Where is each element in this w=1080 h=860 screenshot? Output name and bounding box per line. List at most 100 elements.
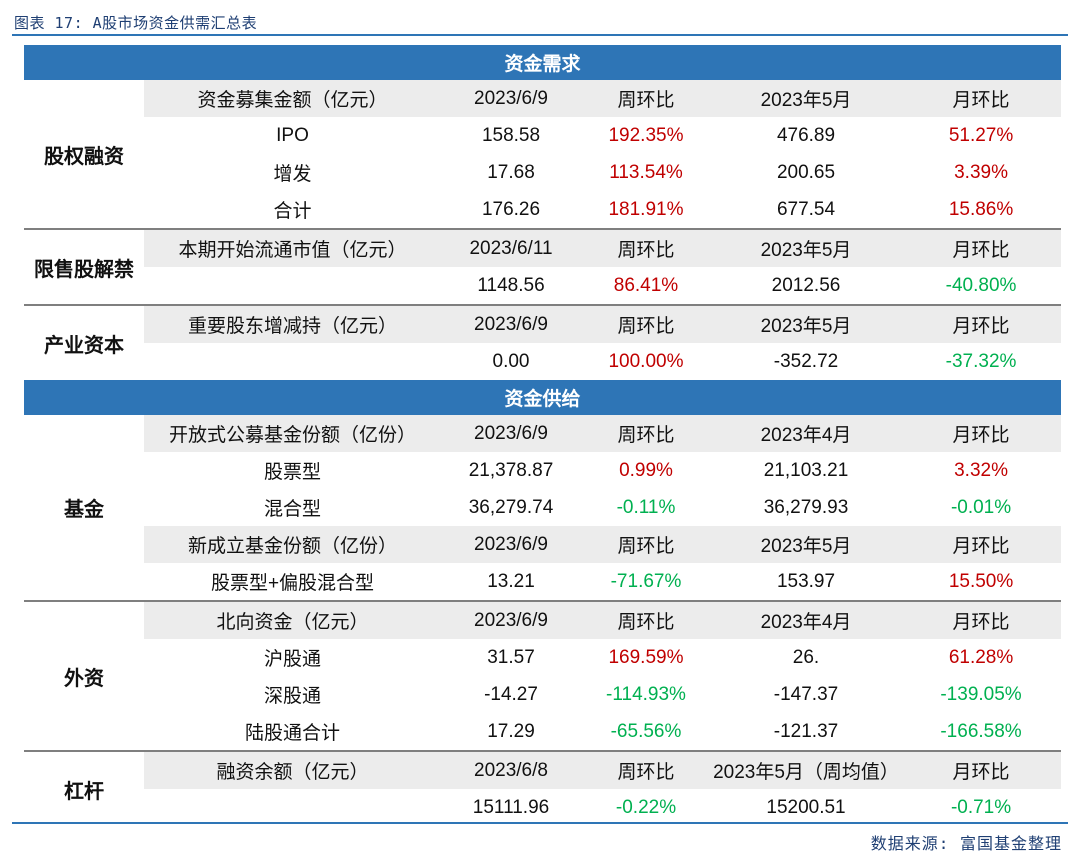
table-row: 合计 176.26 181.91% 677.54 15.86%: [24, 191, 1061, 229]
table-row: 沪股通 31.57 169.59% 26. 61.28%: [24, 639, 1061, 676]
header-cell: 周环比: [581, 415, 711, 452]
value-cell: 15111.96: [472, 796, 550, 818]
month-cell: 2012.56: [771, 274, 841, 296]
month-cell: 677.54: [776, 198, 836, 220]
wow-cell: 192.35%: [608, 124, 684, 146]
header-cell: 月环比: [901, 228, 1062, 267]
header-cell: 2023/6/8: [441, 750, 581, 789]
table-row: 1148.56 86.41% 2012.56 -40.80%: [24, 267, 1061, 305]
table-row: 增发 17.68 113.54% 200.65 3.39%: [24, 154, 1061, 191]
value-cell: 176.26: [481, 198, 541, 220]
bottom-divider: [12, 822, 1068, 824]
mom-cell: -40.80%: [945, 274, 1017, 296]
header-cell: 资金募集金额（亿元）: [144, 80, 441, 117]
month-cell: 26.: [792, 646, 820, 668]
table-row: 深股通 -14.27 -114.93% -147.37 -139.05%: [24, 676, 1061, 713]
value-cell: 17.68: [487, 161, 535, 183]
month-cell: 21,103.21: [763, 459, 849, 481]
header-cell: 北向资金（亿元）: [144, 600, 441, 639]
row-label: [144, 343, 441, 380]
category-leverage: 杠杆: [24, 750, 144, 826]
category-foreign: 外资: [24, 600, 144, 751]
title-divider: [12, 34, 1068, 36]
row-label: 混合型: [263, 499, 321, 520]
header-cell: 周环比: [581, 600, 711, 639]
month-cell: 200.65: [776, 161, 836, 183]
row-label: 沪股通: [263, 649, 321, 670]
header-cell: 2023年5月: [711, 80, 901, 117]
row-label: [144, 267, 441, 305]
header-cell: 2023年5月（周均值）: [711, 750, 901, 789]
value-cell: 17.29: [487, 720, 535, 742]
value-cell: 158.58: [481, 124, 541, 146]
header-cell: 周环比: [581, 80, 711, 117]
header-cell: 2023/6/9: [441, 304, 581, 343]
header-cell: 月环比: [901, 600, 1062, 639]
header-cell: 重要股东增减持（亿元）: [144, 304, 441, 343]
mom-cell: 51.27%: [948, 124, 1014, 146]
value-cell: 36,279.74: [468, 496, 554, 518]
header-cell: 周环比: [581, 304, 711, 343]
header-cell: 2023/6/9: [441, 526, 581, 563]
row-label: [144, 789, 441, 826]
mom-cell: 15.50%: [948, 570, 1014, 592]
mom-cell: -37.32%: [945, 350, 1017, 372]
value-cell: 13.21: [487, 570, 535, 592]
category-equity: 股权融资: [24, 80, 144, 229]
header-cell: 本期开始流通市值（亿元）: [144, 228, 441, 267]
wow-cell: 0.99%: [619, 459, 673, 481]
header-cell: 开放式公募基金份额（亿份）: [144, 415, 441, 452]
table-row: 股票型 21,378.87 0.99% 21,103.21 3.32%: [24, 452, 1061, 489]
table-row: 0.00 100.00% -352.72 -37.32%: [24, 343, 1061, 380]
row-label: 陆股通合计: [244, 723, 340, 744]
header-cell: 周环比: [581, 750, 711, 789]
header-cell: 2023/6/9: [441, 415, 581, 452]
month-cell: 153.97: [776, 570, 836, 592]
row-label: 合计: [273, 201, 312, 222]
header-cell: 月环比: [901, 80, 1062, 117]
table-row: 15111.96 -0.22% 15200.51 -0.71%: [24, 789, 1061, 826]
row-label: IPO: [276, 124, 309, 146]
value-cell: 21,378.87: [468, 459, 554, 481]
fund-header-row-2: 新成立基金份额（亿份） 2023/6/9 周环比 2023年5月 月环比: [24, 526, 1062, 563]
mom-cell: 61.28%: [948, 646, 1014, 668]
mom-cell: 3.39%: [954, 161, 1008, 183]
chart-title: 图表 17: A股市场资金供需汇总表: [14, 14, 258, 32]
capital-supply-demand-table: 资金需求 股权融资 资金募集金额（亿元） 2023/6/9 周环比 2023年5…: [24, 45, 1062, 826]
header-cell: 2023/6/11: [441, 228, 581, 267]
month-cell: -147.37: [773, 683, 839, 705]
category-lockup: 限售股解禁: [24, 228, 144, 305]
lockup-header-row: 限售股解禁 本期开始流通市值（亿元） 2023/6/11 周环比 2023年5月…: [24, 228, 1062, 305]
header-cell: 周环比: [581, 526, 711, 563]
row-label: 增发: [273, 164, 312, 185]
table-row: 股票型+偏股混合型 13.21 -71.67% 153.97 15.50%: [24, 563, 1061, 601]
mom-cell: 15.86%: [948, 198, 1014, 220]
leverage-header-row: 杠杆 融资余额（亿元） 2023/6/8 周环比 2023年5月（周均值） 月环…: [24, 750, 1062, 826]
month-cell: -352.72: [773, 350, 839, 372]
wow-cell: 169.59%: [608, 646, 684, 668]
table-row: IPO 158.58 192.35% 476.89 51.27%: [24, 117, 1061, 154]
header-cell: 2023年4月: [711, 600, 901, 639]
header-cell: 融资余额（亿元）: [144, 750, 441, 789]
header-cell: 2023/6/9: [441, 80, 581, 117]
month-cell: 15200.51: [766, 796, 846, 818]
value-cell: 1148.56: [477, 274, 545, 296]
wow-cell: -114.93%: [606, 683, 686, 705]
wow-cell: -65.56%: [610, 720, 682, 742]
month-cell: -121.37: [773, 720, 839, 742]
value-cell: -14.27: [484, 683, 538, 705]
row-label: 深股通: [263, 686, 321, 707]
header-cell: 周环比: [581, 228, 711, 267]
month-cell: 36,279.93: [763, 496, 849, 518]
category-industry: 产业资本: [24, 304, 144, 380]
equity-header-row: 股权融资 资金募集金额（亿元） 2023/6/9 周环比 2023年5月 月环比: [24, 80, 1062, 229]
mom-cell: 3.32%: [954, 459, 1008, 481]
header-cell: 新成立基金份额（亿份）: [144, 526, 441, 563]
header-cell: 月环比: [901, 750, 1062, 789]
row-label: 股票型: [263, 462, 321, 483]
wow-cell: -71.67%: [610, 570, 682, 592]
mom-cell: -139.05%: [940, 683, 1022, 705]
wow-cell: 181.91%: [608, 198, 684, 220]
fund-header-row-1: 基金 开放式公募基金份额（亿份） 2023/6/9 周环比 2023年4月 月环…: [24, 415, 1062, 601]
value-cell: 0.00: [492, 350, 530, 372]
